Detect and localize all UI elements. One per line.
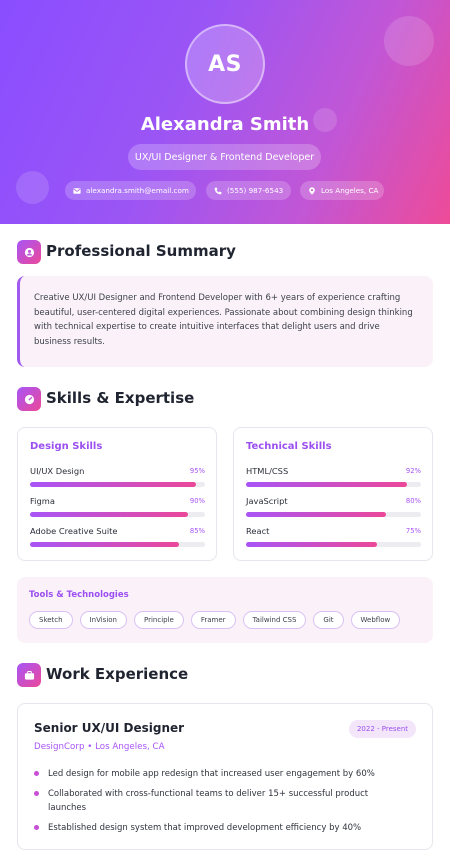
tool-tag[interactable]: InVision [79,611,127,629]
skill-bar-fill [246,482,407,487]
skill-percent: 85% [189,527,205,535]
skill-row: React 75% [246,526,421,550]
skill-bar-track [30,482,205,487]
skill-bar-fill [30,542,179,547]
job-bullet: Led design for mobile app redesign that … [34,768,404,782]
skill-bar-track [246,542,421,547]
summary-card: Creative UX/UI Designer and Frontend Dev… [17,276,433,367]
email-text: alexandra.smith@email.com [86,186,189,195]
job-period-text: 2022 - Present [356,725,409,733]
job-period-badge: 2022 - Present [349,720,416,738]
skill-row: UI/UX Design 95% [30,466,205,490]
summary-section-title: Professional Summary [46,242,236,260]
job-bullet-text: Collaborated with cross-functional teams… [48,789,369,813]
tool-tag[interactable]: Framer [190,611,236,629]
skill-bar-fill [246,512,386,517]
technical-skills-title: Technical Skills [246,441,332,452]
job-bullet: Established design system that improved … [34,822,404,836]
location-chip: Los Angeles, CA [300,181,384,200]
phone-chip[interactable]: (555) 987-6543 [206,181,291,200]
skill-percent: 90% [189,497,205,505]
bullet-dot [34,825,39,830]
bullet-dot [34,771,39,776]
job-bullet-text: Led design for mobile app redesign that … [48,769,375,779]
tool-tag[interactable]: Principle [134,611,184,629]
skill-name: Adobe Creative Suite [30,526,118,536]
skill-name: JavaScript [246,496,288,506]
skill-bar-fill [30,512,188,517]
briefcase-icon [17,663,41,687]
skill-percent: 75% [405,527,421,535]
tool-tag[interactable]: Webflow [350,611,401,629]
skill-bar-track [30,542,205,547]
location-text: Los Angeles, CA [321,186,379,195]
skill-row: HTML/CSS 92% [246,466,421,490]
skill-bar-track [30,512,205,517]
phone-icon [214,187,222,194]
skill-row: JavaScript 80% [246,496,421,520]
tools-tag-list: Sketch InVision Principle Framer Tailwin… [29,611,401,629]
summary-text: Creative UX/UI Designer and Frontend Dev… [34,293,413,347]
tools-title: Tools & Technologies [29,590,129,600]
envelope-icon [73,187,81,194]
profile-header: AS Alexandra Smith UX/UI Designer & Fron… [0,0,450,224]
skill-row: Adobe Creative Suite 85% [30,526,205,550]
experience-section-title: Work Experience [46,665,189,683]
skill-percent: 95% [189,467,205,475]
phone-text: (555) 987-6543 [227,186,284,195]
avatar: AS [185,24,265,104]
job-bullet-text: Established design system that improved … [48,823,362,833]
skill-row: Figma 90% [30,496,205,520]
skill-name: React [246,526,270,536]
skills-section-title: Skills & Expertise [46,389,195,407]
skill-percent: 92% [405,467,421,475]
skill-bar-track [246,512,421,517]
role-badge: UX/UI Designer & Frontend Developer [128,144,321,170]
tool-tag[interactable]: Tailwind CSS [242,611,307,629]
skill-bar-fill [246,542,378,547]
technical-skills-card: Technical Skills HTML/CSS 92% JavaScript… [233,427,433,561]
location-pin-icon [309,186,315,195]
skill-bar-fill [30,482,197,487]
decorative-circle [313,108,337,132]
user-icon [17,240,41,264]
skill-percent: 80% [405,497,421,505]
decorative-circle [16,171,49,204]
design-skills-title: Design Skills [30,441,103,452]
skill-name: HTML/CSS [246,466,289,476]
gauge-icon [17,387,41,411]
job-bullet: Collaborated with cross-functional teams… [34,788,404,815]
skill-name: Figma [30,496,55,506]
job-card: Senior UX/UI Designer 2022 - Present Des… [17,703,433,850]
email-chip[interactable]: alexandra.smith@email.com [65,181,196,200]
tool-tag[interactable]: Git [313,611,344,629]
design-skills-card: Design Skills UI/UX Design 95% Figma 90%… [17,427,217,561]
tools-card: Tools & Technologies Sketch InVision Pri… [17,577,433,643]
decorative-circle [384,16,434,66]
avatar-initials: AS [208,51,242,77]
job-company: DesignCorp • Los Angeles, CA [34,742,165,752]
bullet-dot [34,791,39,796]
skill-name: UI/UX Design [30,466,85,476]
tool-tag[interactable]: Sketch [29,611,73,629]
job-title: Senior UX/UI Designer [34,721,185,735]
skill-bar-track [246,482,421,487]
profile-name: Alexandra Smith [140,114,310,135]
role-label: UX/UI Designer & Frontend Developer [134,151,315,163]
